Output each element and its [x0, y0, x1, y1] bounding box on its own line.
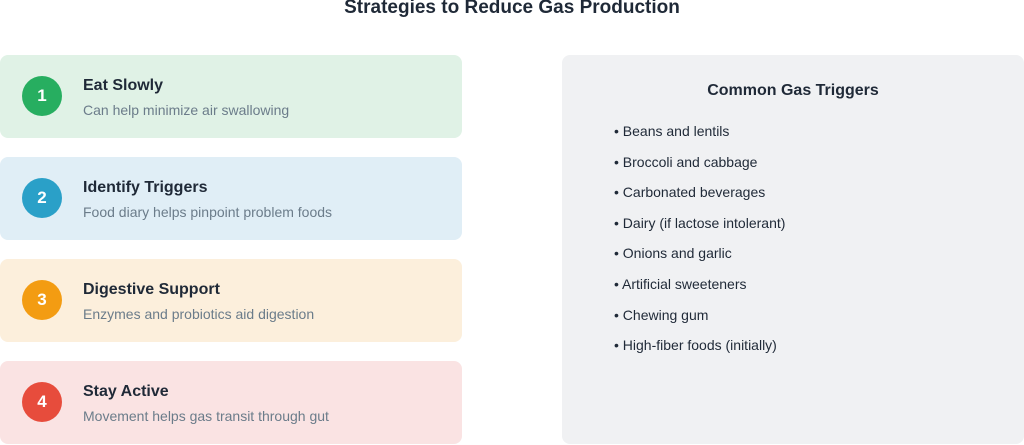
strategy-description: Can help minimize air swallowing — [83, 102, 290, 118]
step-number-badge: 3 — [22, 280, 62, 320]
strategy-card: 4 Stay Active Movement helps gas transit… — [0, 361, 462, 444]
strategy-title: Digestive Support — [83, 281, 220, 298]
strategy-description: Movement helps gas transit through gut — [83, 408, 329, 424]
trigger-item: • Carbonated beverages — [614, 184, 766, 201]
trigger-item: • Dairy (if lactose intolerant) — [614, 214, 786, 231]
page-title: Strategies to Reduce Gas Production — [344, 0, 680, 18]
strategy-description: Enzymes and probiotics aid digestion — [83, 306, 315, 322]
strategy-description: Food diary helps pinpoint problem foods — [83, 204, 333, 220]
trigger-item: • High-fiber foods (initially) — [614, 337, 777, 354]
triggers-title: Common Gas Triggers — [707, 82, 879, 99]
strategy-card: 2 Identify Triggers Food diary helps pin… — [0, 157, 462, 240]
strategy-title: Stay Active — [83, 383, 169, 400]
strategy-title: Identify Triggers — [83, 179, 208, 196]
strategy-card: 3 Digestive Support Enzymes and probioti… — [0, 259, 462, 342]
trigger-item: • Broccoli and cabbage — [614, 153, 758, 170]
step-number-badge: 4 — [22, 382, 62, 422]
triggers-list: • Beans and lentils • Broccoli and cabba… — [614, 123, 785, 368]
trigger-item: • Beans and lentils — [614, 123, 730, 139]
step-number-badge: 2 — [22, 178, 62, 218]
triggers-panel: Common Gas Triggers • Beans and lentils … — [562, 55, 1024, 444]
strategy-card: 1 Eat Slowly Can help minimize air swall… — [0, 55, 462, 138]
trigger-item: • Artificial sweeteners — [614, 275, 747, 292]
trigger-item: • Onions and garlic — [614, 245, 732, 262]
step-number-badge: 1 — [22, 76, 62, 116]
trigger-item: • Chewing gum — [614, 306, 709, 323]
strategy-title: Eat Slowly — [83, 77, 164, 94]
